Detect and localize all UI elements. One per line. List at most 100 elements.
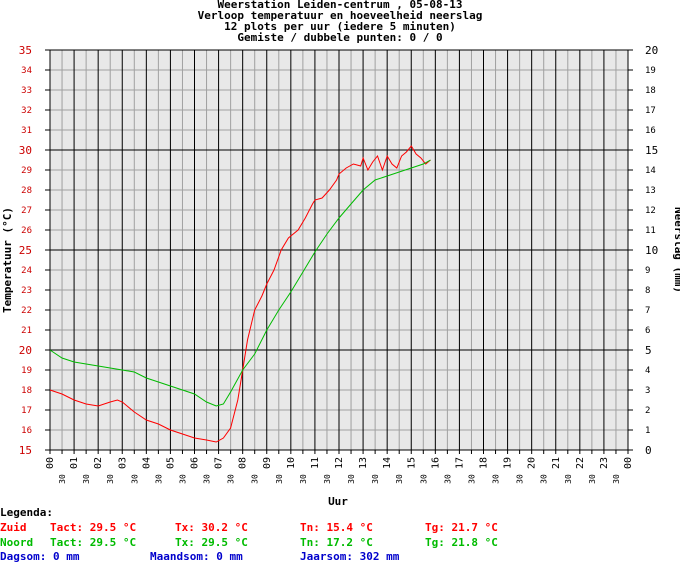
legend-noord-tx: Tx: 29.5 °C <box>175 536 248 549</box>
x-tick-label: 14 <box>382 457 393 469</box>
y2-tick-label: 8 <box>645 286 650 296</box>
x-tick-label: 05 <box>165 457 176 469</box>
y-tick-label: 33 <box>21 86 32 96</box>
legend-zuid-tn: Tn: 15.4 °C <box>300 521 373 534</box>
x-tick-label: 09 <box>262 457 273 469</box>
y2-tick-label: 18 <box>645 86 656 96</box>
y2-tick-label: 1 <box>645 426 650 436</box>
temperature-chart: 1516171819202122232425262728293031323334… <box>1 44 680 508</box>
y2-tick-label: 19 <box>645 66 656 76</box>
x-tick-label: 30 <box>227 474 236 484</box>
x-tick-label: 30 <box>371 474 380 484</box>
x-tick-label: 30 <box>251 474 260 484</box>
x-tick-label: 03 <box>117 457 128 469</box>
y-tick-label: 16 <box>21 426 32 436</box>
legend-heading-row: Legenda: <box>0 506 680 520</box>
x-tick-label: 15 <box>406 457 417 469</box>
y2-tick-label: 2 <box>645 406 650 416</box>
x-tick-label: 30 <box>468 474 477 484</box>
x-tick-label: 30 <box>179 474 188 484</box>
x-tick-label: 30 <box>540 474 549 484</box>
y-tick-label: 35 <box>19 44 32 57</box>
y-tick-label: 24 <box>21 266 32 276</box>
chart-title-line-1: Weerstation Leiden-centrum , 05-08-13 <box>217 0 463 11</box>
y2-tick-label: 4 <box>645 366 650 376</box>
y2-tick-label: 12 <box>645 206 656 216</box>
y2-tick-label: 17 <box>645 106 656 116</box>
x-tick-label: 30 <box>588 474 597 484</box>
x-tick-label: 30 <box>347 474 356 484</box>
x-tick-label: 30 <box>443 474 452 484</box>
x-tick-label: 21 <box>551 457 562 469</box>
x-tick-label: 00 <box>623 457 634 469</box>
y2-tick-label: 10 <box>645 244 658 257</box>
y-tick-label: 25 <box>19 244 32 257</box>
x-tick-label: 30 <box>516 474 525 484</box>
x-tick-label: 30 <box>154 474 163 484</box>
y-tick-label: 15 <box>19 444 32 457</box>
x-tick-label: 30 <box>130 474 139 484</box>
y-tick-label: 23 <box>21 286 32 296</box>
x-tick-label: 16 <box>430 457 441 469</box>
x-tick-label: 30 <box>203 474 212 484</box>
legend-zuid-tg: Tg: 21.7 °C <box>425 521 498 534</box>
x-tick-label: 30 <box>299 474 308 484</box>
chart-title-line-3: 12 plots per uur (iedere 5 minuten) <box>224 20 456 33</box>
x-tick-label: 30 <box>58 474 67 484</box>
x-tick-label: 30 <box>395 474 404 484</box>
x-tick-label: 02 <box>93 457 104 469</box>
x-tick-label: 04 <box>141 457 152 469</box>
legend-zuid-tact: Tact: 29.5 °C <box>50 521 137 534</box>
y2-tick-label: 5 <box>645 344 652 357</box>
x-tick-label: 00 <box>45 457 56 469</box>
x-tick-label: 30 <box>275 474 284 484</box>
y2-tick-label: 0 <box>645 444 652 457</box>
x-tick-label: 08 <box>238 457 249 469</box>
y-tick-label: 28 <box>21 186 32 196</box>
y-tick-label: 30 <box>19 144 32 157</box>
y-tick-label: 18 <box>21 386 32 396</box>
x-tick-label: 06 <box>190 457 201 469</box>
series-line-noord <box>49 159 431 407</box>
x-tick-label: 11 <box>310 457 321 469</box>
x-tick-label: 13 <box>358 457 369 469</box>
x-tick-label: 22 <box>575 457 586 469</box>
x-tick-label: 30 <box>323 474 332 484</box>
legend-noord-name: Noord <box>0 536 34 549</box>
y-tick-label: 20 <box>19 344 32 357</box>
y-tick-label: 19 <box>21 366 32 376</box>
legend-zuid-tx: Tx: 30.2 °C <box>175 521 248 534</box>
y-tick-label: 27 <box>21 206 32 216</box>
legend-noord-tn: Tn: 17.2 °C <box>300 536 373 549</box>
x-tick-label: 30 <box>564 474 573 484</box>
legend-noord-tact: Tact: 29.5 °C <box>50 536 137 549</box>
y-tick-label: 29 <box>21 166 32 176</box>
series-line-zuid <box>49 145 431 443</box>
y2-tick-label: 3 <box>645 386 650 396</box>
x-tick-label: 30 <box>419 474 428 484</box>
y2-tick-label: 9 <box>645 266 650 276</box>
y-tick-label: 17 <box>21 406 32 416</box>
y2-tick-label: 16 <box>645 126 656 136</box>
y-tick-label: 26 <box>21 226 32 236</box>
y-axis-label: Temperatuur (°C) <box>1 207 14 313</box>
y2-tick-label: 13 <box>645 186 656 196</box>
x-tick-label: 07 <box>214 457 225 469</box>
x-tick-label: 01 <box>69 457 80 469</box>
y2-tick-label: 15 <box>645 144 658 157</box>
legend-jaarsom: Jaarsom: 302 mm <box>300 550 400 563</box>
y-tick-label: 34 <box>21 66 32 76</box>
x-axis-label: Uur <box>328 495 348 508</box>
x-tick-label: 18 <box>479 457 490 469</box>
legend-zuid-name: Zuid <box>0 521 27 534</box>
x-tick-label: 19 <box>503 457 514 469</box>
legend-dagsom: Dagsom: 0 mm <box>0 550 80 563</box>
y-tick-label: 31 <box>21 126 32 136</box>
y-tick-label: 32 <box>21 106 32 116</box>
y2-tick-label: 14 <box>645 166 656 176</box>
chart-title-line-2: Verloop temperatuur en hoeveelheid neers… <box>197 9 483 22</box>
legend-totals-row: Dagsom: 0 mm Maandsom: 0 mm Jaarsom: 302… <box>0 550 680 564</box>
x-tick-label: 20 <box>527 457 538 469</box>
y2-axis-label: Neerslag (mm) <box>672 207 680 293</box>
y2-tick-label: 6 <box>645 326 650 336</box>
